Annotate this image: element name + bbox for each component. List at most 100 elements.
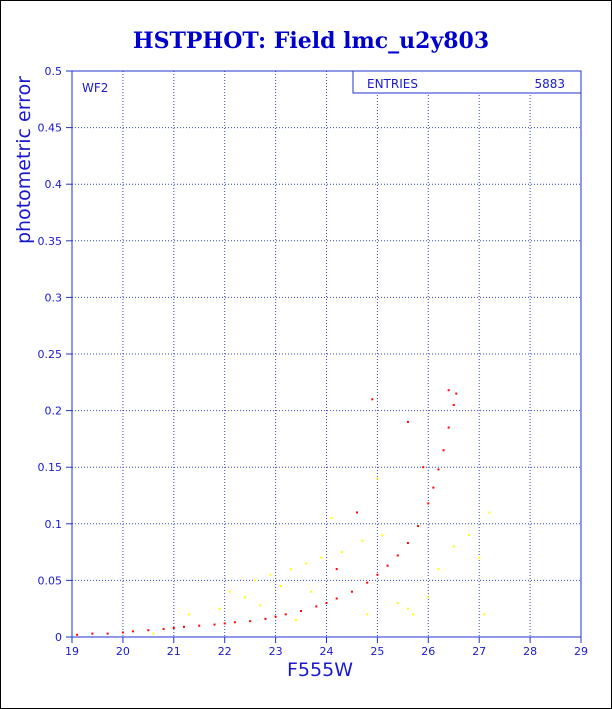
wf2-annotation: WF2	[82, 81, 108, 95]
y-tick-label: 0.25	[38, 348, 63, 361]
data-point-red	[172, 626, 175, 629]
data-point-red	[182, 625, 185, 628]
data-point-red	[249, 620, 252, 623]
x-tick-label: 29	[574, 645, 588, 658]
x-tick-label: 22	[218, 645, 232, 658]
y-axis-label: photometric error	[13, 76, 35, 244]
data-point-yellow	[330, 517, 333, 520]
data-point-yellow	[310, 590, 313, 593]
data-point-red	[350, 590, 353, 593]
grid-lines	[72, 71, 581, 637]
data-point-yellow	[396, 602, 399, 605]
data-point-yellow	[488, 511, 491, 514]
data-point-yellow	[259, 604, 262, 607]
x-tick-label: 23	[269, 645, 283, 658]
x-tick-label: 25	[370, 645, 384, 658]
data-point-yellow	[381, 534, 384, 537]
data-point-yellow	[244, 596, 247, 599]
data-point-red	[442, 449, 445, 452]
data-point-red	[132, 630, 135, 633]
data-point-red	[264, 617, 267, 620]
data-point-yellow	[228, 590, 231, 593]
y-tick-label: 0.45	[38, 122, 63, 135]
data-point-yellow	[279, 585, 282, 588]
data-point-red	[274, 615, 277, 618]
data-point-red	[427, 502, 430, 505]
data-point-yellow	[294, 619, 297, 622]
data-point-red	[396, 554, 399, 557]
x-tick-label: 28	[523, 645, 537, 658]
y-tick-label: 0.4	[45, 178, 63, 191]
x-tick-label: 26	[421, 645, 435, 658]
data-point-red	[198, 624, 201, 627]
data-point-yellow	[320, 556, 323, 559]
data-point-yellow	[269, 573, 272, 576]
stats-label: ENTRIES	[367, 77, 418, 91]
data-point-red	[284, 613, 287, 616]
data-point-yellow	[340, 551, 343, 554]
data-point-yellow	[437, 568, 440, 571]
y-tick-label: 0.05	[38, 574, 63, 587]
data-point-yellow	[305, 562, 308, 565]
data-point-red	[371, 398, 374, 401]
data-point-red	[417, 525, 420, 528]
y-tick-label: 0.3	[45, 291, 63, 304]
data-point-red	[447, 426, 450, 429]
y-tick-label: 0.1	[45, 518, 63, 531]
data-point-red	[335, 597, 338, 600]
data-point-red	[455, 392, 458, 395]
x-axis-ticks: 19 20 21 22 23 24 25 26 27 28 29	[65, 637, 588, 658]
data-point-yellow	[289, 568, 292, 571]
data-point-red	[213, 623, 216, 626]
data-point-red	[422, 466, 425, 469]
data-point-red	[300, 609, 303, 612]
data-point-yellow	[468, 534, 471, 537]
data-point-red	[432, 486, 435, 489]
x-axis-label: F555W	[287, 659, 353, 681]
data-point-yellow	[412, 613, 415, 616]
data-point-yellow	[483, 613, 486, 616]
x-tick-label: 27	[472, 645, 486, 658]
data-point-yellow	[406, 607, 409, 610]
data-point-red	[223, 622, 226, 625]
chart-title: HSTPHOT: Field lmc_u2y803	[133, 28, 489, 54]
x-tick-label: 20	[116, 645, 130, 658]
data-point-yellow	[188, 613, 191, 616]
data-point-yellow	[427, 596, 430, 599]
data-point-red	[406, 542, 409, 545]
data-point-red	[147, 629, 150, 632]
y-axis-ticks: 0 0.05 0.1 0.15 0.2 0.25 0.3 0.35 0.4 0.45 0.5	[38, 65, 72, 644]
data-point-red	[356, 511, 359, 514]
y-tick-label: 0.5	[45, 65, 63, 78]
data-point-yellow	[376, 477, 379, 480]
x-tick-label: 21	[167, 645, 181, 658]
data-point-red	[91, 632, 94, 635]
y-tick-label: 0	[55, 631, 62, 644]
data-point-yellow	[254, 579, 257, 582]
data-point-yellow	[218, 607, 221, 610]
y-tick-label: 0.35	[38, 235, 63, 248]
scatter-points	[76, 389, 491, 636]
data-point-red	[386, 564, 389, 567]
data-point-red	[233, 621, 236, 624]
data-point-yellow	[366, 613, 369, 616]
stats-value: 5883	[534, 77, 565, 91]
data-point-yellow	[478, 556, 481, 559]
data-point-red	[437, 468, 440, 471]
data-point-red	[376, 573, 379, 576]
data-point-red	[315, 605, 318, 608]
data-point-red	[106, 632, 109, 635]
data-point-red	[76, 633, 79, 636]
data-point-red	[406, 420, 409, 423]
x-tick-label: 24	[320, 645, 334, 658]
y-tick-label: 0.15	[38, 461, 63, 474]
data-point-red	[452, 403, 455, 406]
data-point-yellow	[361, 539, 364, 542]
data-point-red	[366, 581, 369, 584]
stats-box	[352, 70, 582, 94]
data-point-yellow	[452, 545, 455, 548]
x-tick-label: 19	[65, 645, 79, 658]
data-point-red	[325, 602, 328, 605]
data-point-red	[335, 568, 338, 571]
